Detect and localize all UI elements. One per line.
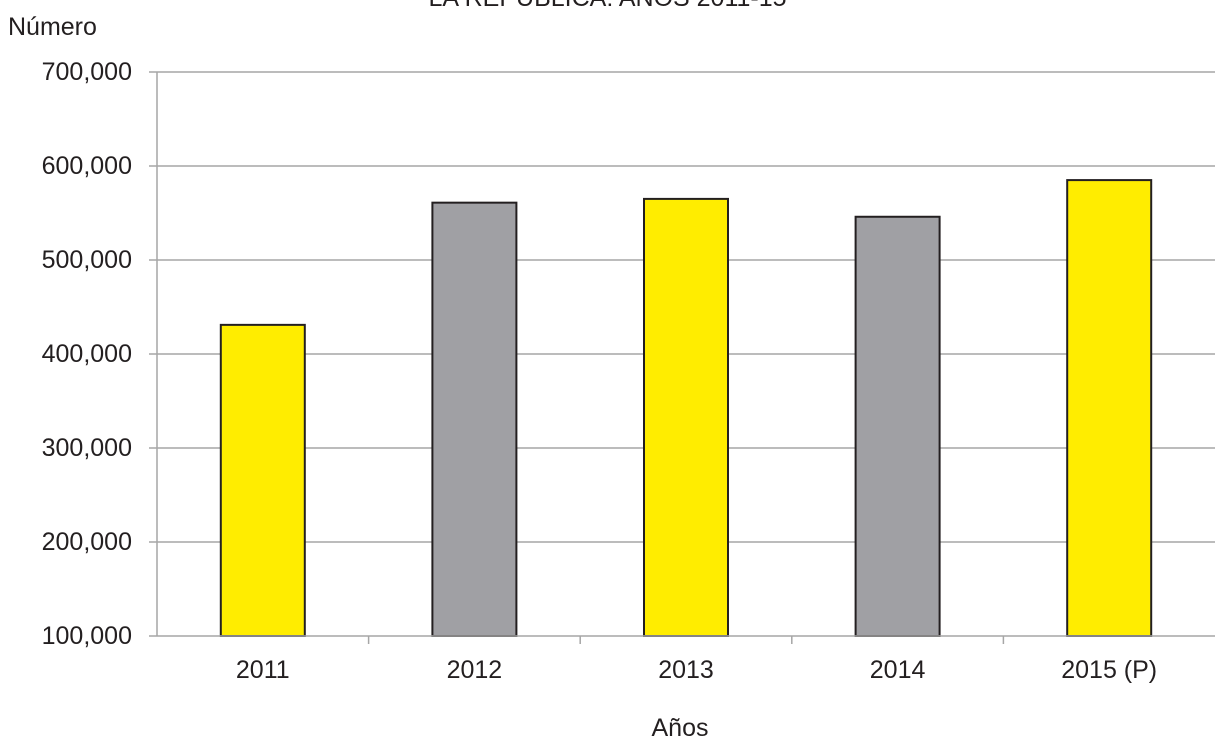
y-tick-label: 300,000 <box>41 434 132 462</box>
y-tick-label: 500,000 <box>41 246 132 274</box>
x-axis-title: Años <box>651 714 709 742</box>
x-tick-label: 2013 <box>658 656 714 684</box>
bar <box>431 201 518 637</box>
y-tick-label: 700,000 <box>41 58 132 86</box>
bar <box>854 215 941 637</box>
chart-title: LA REPÚBLICA: AÑOS 2011-15 <box>0 0 1215 13</box>
bar <box>219 323 306 637</box>
y-tick-label: 200,000 <box>41 528 132 556</box>
y-tick-label: 100,000 <box>41 622 132 650</box>
x-tick-label: 2014 <box>869 656 926 684</box>
y-tick-label: 400,000 <box>41 340 132 368</box>
x-tick-label: 2012 <box>446 656 503 684</box>
y-axis-title: Número <box>8 13 97 41</box>
x-tick-label: 2015 (P) <box>1061 656 1158 684</box>
x-tick-label: 2011 <box>235 656 290 684</box>
bar <box>1066 179 1153 637</box>
bar <box>643 197 729 637</box>
y-tick-label: 600,000 <box>41 152 132 180</box>
